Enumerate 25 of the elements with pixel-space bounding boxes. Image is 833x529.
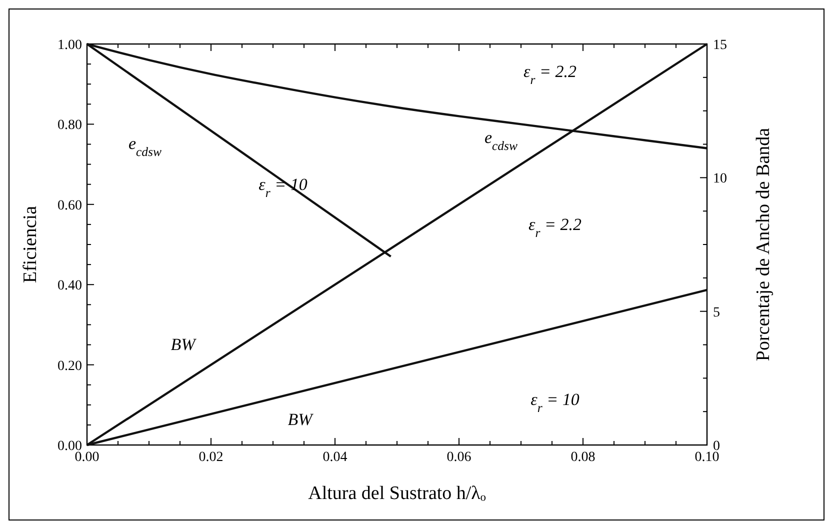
annotation: ε$_{r}$ = 2.2 [524,62,577,87]
x-tick-label: 0.00 [74,450,100,465]
y2-axis-title: Porcentaje de Ancho de Banda [753,127,774,362]
annotation: e$_{cdsw}$ [484,128,518,153]
annotation: ε$_{r}$ = 2.2 [528,215,582,240]
x-tick-label: 0.10 [694,450,720,465]
y2-tick-label: 5 [713,305,720,320]
y-axis-title: Eficiencia [20,205,41,284]
y-tick-label: 0.60 [58,198,82,214]
y2-tick-label: 15 [713,38,727,53]
y2-tick-label: 10 [713,172,727,187]
x-tick-label: 0.04 [322,450,348,465]
y-tick-label: 0.80 [58,118,82,134]
x-tick-label: 0.02 [198,450,224,465]
annotation: ε$_{r}$ = 10 [530,390,580,415]
x-axis-title: Altura del Sustrato h/λₒ [308,483,486,504]
y-tick-label: 0.40 [58,278,82,294]
x-tick-label: 0.08 [570,450,596,465]
y-tick-label: 1.00 [58,38,82,53]
annotation: BW [288,410,314,429]
annotation: e$_{cdsw}$ [128,134,162,159]
x-tick-label: 0.06 [446,450,472,465]
annotation: BW [170,335,198,354]
y-tick-label: 0.20 [58,358,82,374]
annotation: ε$_{r}$ = 10 [258,175,308,200]
